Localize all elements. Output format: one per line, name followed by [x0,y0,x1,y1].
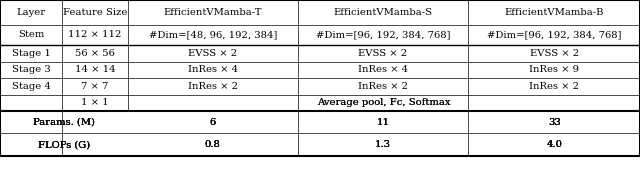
Text: Layer: Layer [17,8,45,17]
Text: Params. (M): Params. (M) [33,118,95,127]
Text: 11: 11 [376,118,390,127]
Text: Params. (M): Params. (M) [33,118,95,127]
Text: #Dim=[96, 192, 384, 768]: #Dim=[96, 192, 384, 768] [316,30,451,39]
Text: InRes × 2: InRes × 2 [358,82,408,91]
Text: 1 × 1: 1 × 1 [81,98,109,107]
Text: 112 × 112: 112 × 112 [68,30,122,39]
Text: EfficientVMamba-B: EfficientVMamba-B [504,8,604,17]
Text: 4.0: 4.0 [547,140,563,149]
Text: Average pool, Fc, Softmax: Average pool, Fc, Softmax [317,98,451,107]
Text: 33: 33 [548,118,561,127]
Text: 6: 6 [210,118,216,127]
Bar [126,111,130,156]
Text: Feature Size: Feature Size [63,8,127,17]
Text: 11: 11 [376,118,390,127]
Text: 7 × 7: 7 × 7 [81,82,109,91]
Text: #Dim=[96, 192, 384, 768]: #Dim=[96, 192, 384, 768] [487,30,621,39]
Text: 33: 33 [548,118,561,127]
Text: 33: 33 [548,118,561,127]
Text: 0.8: 0.8 [205,140,221,149]
Text: Stage 4: Stage 4 [12,82,51,91]
Bar [296,95,300,111]
Text: EfficientVMamba-T: EfficientVMamba-T [164,8,262,17]
Text: 14 × 14: 14 × 14 [75,65,115,75]
Text: 6: 6 [210,118,216,127]
Text: #Dim=[48, 96, 192, 384]: #Dim=[48, 96, 192, 384] [148,30,277,39]
Bar [467,95,470,111]
Text: 11: 11 [376,118,390,127]
Text: 56 × 56: 56 × 56 [75,49,115,58]
Text: InRes × 4: InRes × 4 [188,65,238,75]
Text: EVSS × 2: EVSS × 2 [530,49,579,58]
Text: 1.3: 1.3 [375,140,391,149]
Text: InRes × 2: InRes × 2 [529,82,579,91]
Text: Stem: Stem [18,30,44,39]
Text: 1.3: 1.3 [375,140,391,149]
Text: FLOPs (G): FLOPs (G) [38,140,90,149]
Text: 0.8: 0.8 [205,140,221,149]
Text: 6: 6 [210,118,216,127]
Text: InRes × 2: InRes × 2 [188,82,238,91]
Text: 4.0: 4.0 [547,140,563,149]
Text: EVSS × 2: EVSS × 2 [358,49,408,58]
Text: 1.3: 1.3 [375,140,391,149]
Bar [60,111,64,156]
Text: Stage 3: Stage 3 [12,65,51,75]
Text: 0.8: 0.8 [205,140,221,149]
Text: FLOPs (G): FLOPs (G) [38,140,90,149]
Text: InRes × 4: InRes × 4 [358,65,408,75]
Text: EfficientVMamba-S: EfficientVMamba-S [333,8,433,17]
Text: 4.0: 4.0 [547,140,563,149]
Text: FLOPs (G): FLOPs (G) [38,140,90,149]
Text: InRes × 9: InRes × 9 [529,65,579,75]
Text: Params. (M): Params. (M) [33,118,95,127]
Text: EVSS × 2: EVSS × 2 [188,49,237,58]
Bar [0,0,640,156]
Text: Average pool, Fc, Softmax: Average pool, Fc, Softmax [317,98,451,107]
Text: Stage 1: Stage 1 [12,49,51,58]
